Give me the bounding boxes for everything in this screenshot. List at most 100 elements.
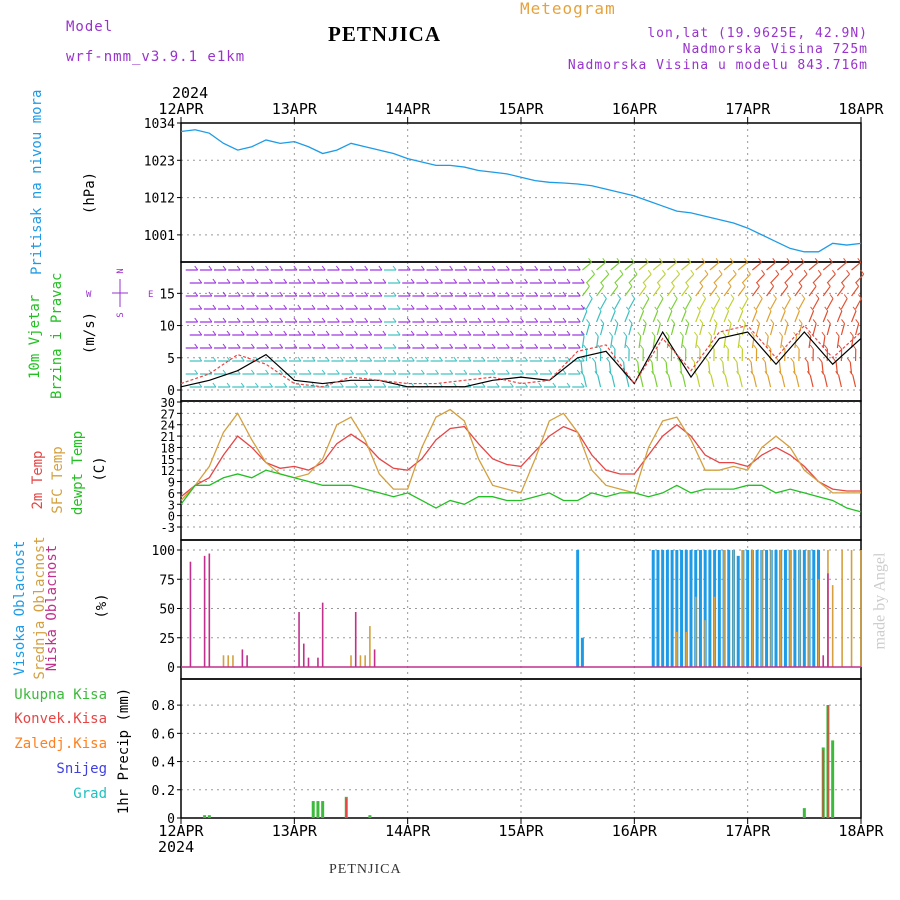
wind-barb: [670, 323, 676, 336]
wind-barb-flag: [701, 257, 706, 263]
wind-barb-flag: [857, 257, 862, 263]
wind-barb: [708, 362, 711, 375]
wind-barb-flag: [761, 357, 766, 363]
wind-barb-flag: [843, 294, 848, 299]
wind-barb: [709, 310, 715, 323]
wind-barb-flag: [350, 291, 354, 297]
wind-barb-flag: [505, 291, 510, 297]
cloud-bar-0: [689, 550, 693, 667]
wind-barb: [822, 310, 829, 323]
wind-barb-flag: [580, 278, 585, 284]
wind-barb-flag: [857, 294, 862, 299]
y-tick-label: 0.8: [152, 699, 175, 714]
legend-snow: Snijeg: [56, 761, 107, 777]
wind-barb-flag: [841, 319, 845, 324]
y-tick-label: 0: [167, 812, 175, 827]
wind-barb-flag: [240, 278, 245, 284]
wind-barb: [680, 336, 684, 349]
wind-barb: [670, 298, 678, 310]
wind-barb-flag: [420, 317, 425, 323]
wind-barb: [835, 362, 838, 375]
precip-bar-0: [311, 801, 315, 818]
wind-barb-flag: [722, 331, 727, 337]
wind-barb-flag: [620, 357, 625, 363]
wind-barb-flag: [254, 304, 259, 310]
wind-barb-flag: [250, 369, 255, 375]
cloud-bar-1: [723, 550, 725, 667]
wind-barb: [638, 285, 647, 297]
cloud-bar-0: [717, 550, 721, 667]
wind-barb-flag: [835, 331, 840, 337]
y-tick-label: 30: [161, 396, 175, 410]
wind-barb-flag: [642, 319, 647, 324]
y-tick-label: 25: [159, 632, 175, 647]
wind-barb-flag: [350, 343, 354, 349]
wind-barb-flag: [435, 291, 439, 297]
wind-barb: [812, 298, 820, 310]
wind-barb-flag: [396, 356, 401, 362]
cloud-bar-1: [798, 550, 801, 667]
wind-barb-flag: [463, 317, 468, 323]
wind-barb-flag: [335, 369, 340, 375]
wind-barb-flag: [509, 330, 514, 336]
wind-barb-flag: [435, 343, 439, 349]
wind-barb-flag: [509, 356, 514, 362]
elevation-info: Nadmorska Visina 725m: [682, 42, 868, 57]
wind-barb: [652, 310, 659, 323]
top-date-label: 17APR: [725, 100, 771, 118]
compass-rose: N S W E: [84, 262, 156, 324]
wind-barb-flag: [795, 306, 800, 312]
wind-barb: [710, 375, 715, 388]
precip-bar-0: [802, 808, 806, 818]
wind-barb-flag: [739, 344, 743, 350]
wind-barb-flag: [364, 343, 369, 349]
top-date-label: 14APR: [385, 100, 431, 118]
wind-barb: [656, 298, 664, 310]
wind-barb: [709, 285, 718, 297]
wind-barb: [836, 285, 845, 297]
wind-barb-flag: [236, 265, 241, 271]
wind-barb-flag: [311, 356, 316, 362]
wind-barb-flag: [668, 306, 673, 312]
wind-barb-flag: [449, 317, 454, 323]
wind-barb: [642, 323, 647, 336]
wind-barb: [752, 261, 762, 271]
wind-barb: [685, 273, 695, 284]
model-label: Model: [66, 19, 114, 35]
y-tick-label: 50: [159, 603, 175, 618]
wind-barb-flag: [721, 371, 726, 376]
wind-barb-flag: [758, 294, 763, 299]
wind-barb-flag: [707, 371, 712, 376]
wind-barb-flag: [741, 281, 746, 287]
wind-barb-flag: [335, 317, 340, 323]
wind-barb-flag: [491, 369, 496, 375]
wind-barb-flag: [534, 317, 539, 323]
wind-barb-flag: [449, 369, 454, 375]
wind-barb: [767, 375, 772, 388]
wind-barb: [679, 362, 683, 375]
wind-barb-flag: [420, 343, 425, 349]
top-date-label: 18APR: [838, 100, 884, 118]
wind-barb: [840, 323, 846, 336]
wind-barb: [652, 261, 663, 271]
wind-barb-flag: [708, 331, 712, 337]
wind-barb-flag: [659, 294, 664, 299]
wind-barb: [851, 285, 860, 297]
wind-barb-flag: [662, 357, 667, 363]
cloud-bar-2: [827, 573, 829, 667]
wind-barb: [823, 375, 828, 388]
wind-barb-flag: [212, 330, 217, 336]
cloud-bar-0: [774, 550, 778, 667]
wind-barb-flag: [520, 343, 524, 349]
wind-barb-flag: [644, 257, 649, 263]
wind-barb-flag: [781, 344, 786, 350]
wind-barb-flag: [687, 257, 692, 263]
wind-barb: [624, 261, 635, 271]
wind-barb: [638, 310, 645, 323]
wind-barb-flag: [605, 269, 610, 275]
wind-barb: [581, 310, 588, 323]
wind-barb: [798, 323, 803, 336]
wind-barb-flag: [453, 278, 458, 284]
wind-barb-flag: [424, 278, 429, 284]
